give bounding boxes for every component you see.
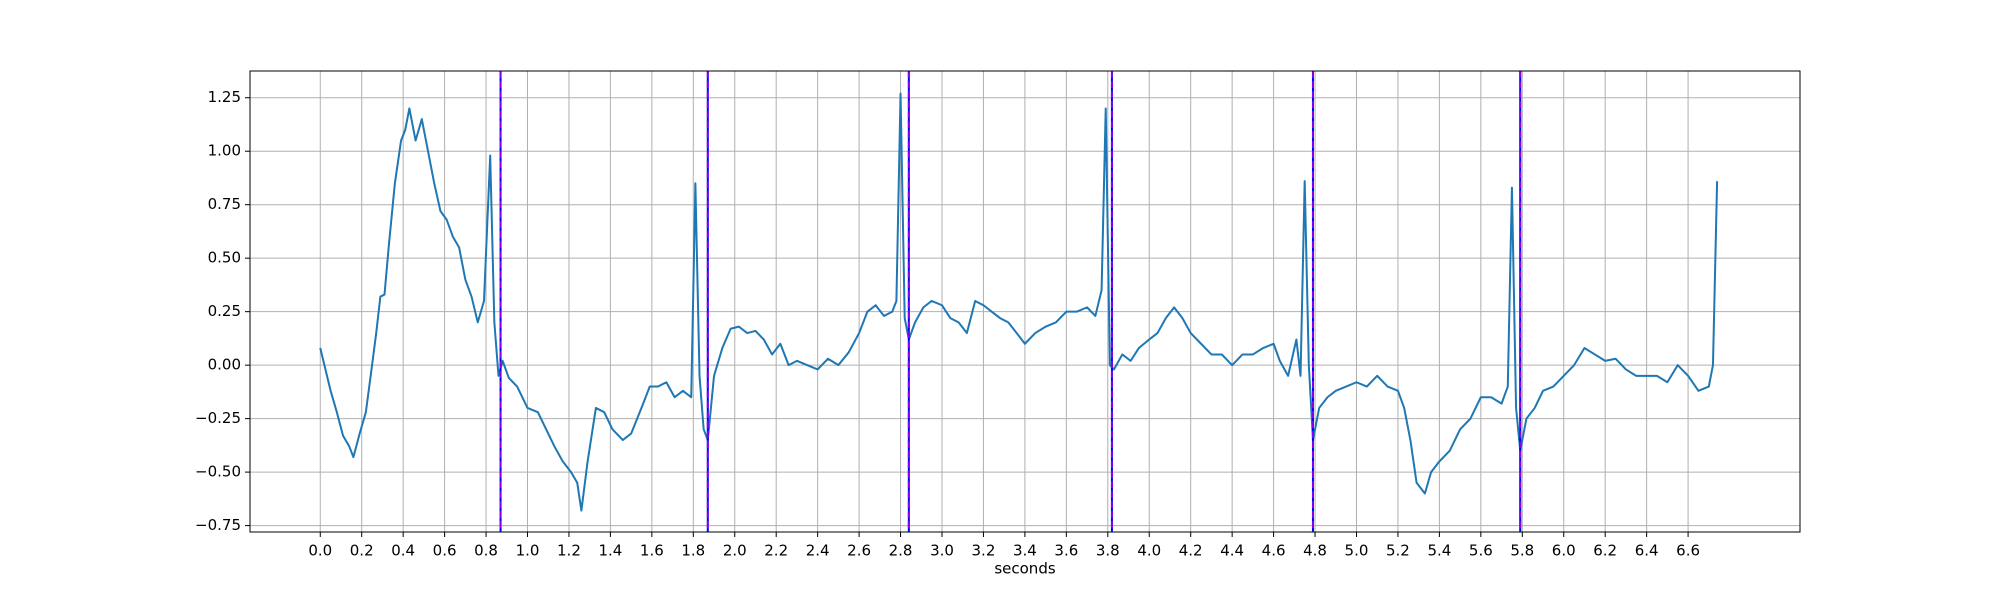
x-tick-label: 2.0 (723, 542, 747, 560)
x-tick-label: 5.6 (1469, 542, 1493, 560)
x-tick-label: 1.6 (640, 542, 664, 560)
x-tick-label: 2.8 (889, 542, 913, 560)
x-tick-label: 3.2 (972, 542, 996, 560)
x-tick-label: 6.6 (1676, 542, 1700, 560)
x-tick-label: 1.0 (516, 542, 540, 560)
x-tick-label: 2.4 (806, 542, 830, 560)
x-tick-label: 1.2 (557, 542, 581, 560)
x-tick-label: 6.2 (1593, 542, 1617, 560)
y-tick-label: −0.50 (195, 463, 241, 481)
x-tick-label: 5.8 (1510, 542, 1534, 560)
x-tick-label: 2.6 (847, 542, 871, 560)
x-tick-label: 0.6 (433, 542, 457, 560)
plot-frame (249, 70, 1801, 533)
x-tick-label: 4.0 (1137, 542, 1161, 560)
y-tick-label: −0.75 (195, 516, 241, 534)
x-tick-label: 4.4 (1220, 542, 1244, 560)
signal-line (319, 92, 1719, 512)
x-tick-label: 3.4 (1013, 542, 1037, 560)
x-tick-label: 6.4 (1635, 542, 1659, 560)
x-tick-label: 6.0 (1552, 542, 1576, 560)
x-tick-label: 4.2 (1179, 542, 1203, 560)
x-tick-label: 0.4 (391, 542, 415, 560)
x-tick-label: 3.8 (1096, 542, 1120, 560)
x-tick-label: 5.0 (1345, 542, 1369, 560)
y-tick-label: 1.00 (208, 142, 241, 160)
x-tick-label: 5.4 (1427, 542, 1451, 560)
x-tick-label: 4.6 (1262, 542, 1286, 560)
x-tick-label: 3.0 (930, 542, 954, 560)
x-tick-label: 0.8 (474, 542, 498, 560)
x-tick-label: 1.4 (598, 542, 622, 560)
y-tick-label: 0.00 (208, 356, 241, 374)
y-tick-label: 0.50 (208, 249, 241, 267)
x-tick-label: 2.2 (764, 542, 788, 560)
x-tick-label: 0.0 (308, 542, 332, 560)
x-tick-label: 5.2 (1386, 542, 1410, 560)
x-tick-label: 3.6 (1054, 542, 1078, 560)
x-tick-label: 1.8 (681, 542, 705, 560)
x-axis-label: seconds (994, 560, 1055, 578)
x-tick-label: 0.2 (350, 542, 374, 560)
y-tick-label: 1.25 (208, 88, 241, 106)
y-tick-label: 0.75 (208, 195, 241, 213)
y-tick-label: 0.25 (208, 302, 241, 320)
x-tick-label: 4.8 (1303, 542, 1327, 560)
y-tick-label: −0.25 (195, 409, 241, 427)
